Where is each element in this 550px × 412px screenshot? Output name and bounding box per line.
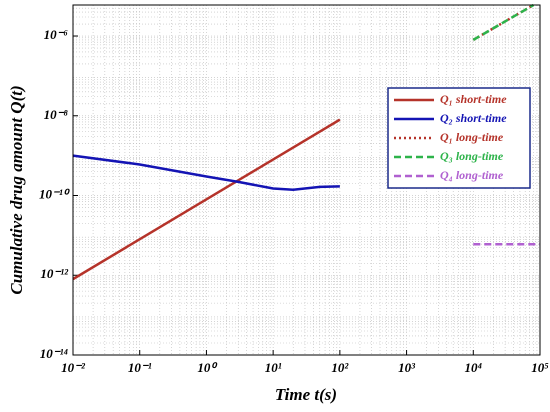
y-tick-label: 10⁻⁸ (44, 107, 69, 122)
y-axis-label: Cumulative drug amount Q(t) (7, 85, 26, 294)
x-tick-label: 10³ (398, 360, 416, 375)
y-tick-label: 10⁻¹² (40, 266, 69, 281)
x-tick-label: 10¹ (265, 360, 282, 375)
y-tick-label: 10⁻¹⁰ (39, 186, 71, 201)
x-tick-label: 10⁰ (197, 360, 218, 375)
legend-label: Q₂ short-time (440, 111, 507, 125)
plot-frame (72, 4, 541, 356)
x-tick-label: 10⁴ (465, 360, 483, 375)
legend-label: Q₁ short-time (440, 92, 507, 106)
legend-box (387, 87, 531, 189)
legend-label: Q₃ long-time (440, 149, 504, 163)
legend-label: Q₁ long-time (440, 130, 504, 144)
series-line (72, 118, 341, 281)
y-tick-label: 10⁻¹⁴ (40, 346, 69, 361)
x-tick-label: 10⁵ (531, 360, 549, 375)
legend: Q₁ short-time Q₂ short-time Q₁ long-time Q₃… (387, 87, 531, 189)
x-axis-label: Time t(s) (275, 385, 337, 404)
x-tick-label: 10⁻¹ (128, 360, 152, 375)
series-line (72, 154, 340, 191)
y-tick-label: 10⁻⁶ (44, 27, 68, 42)
x-tick-label: 10⁻² (61, 360, 86, 375)
legend-label: Q₄ long-time (440, 168, 504, 182)
marks (72, 3, 540, 281)
series-line (472, 3, 535, 41)
x-tick-label: 10² (331, 360, 349, 375)
